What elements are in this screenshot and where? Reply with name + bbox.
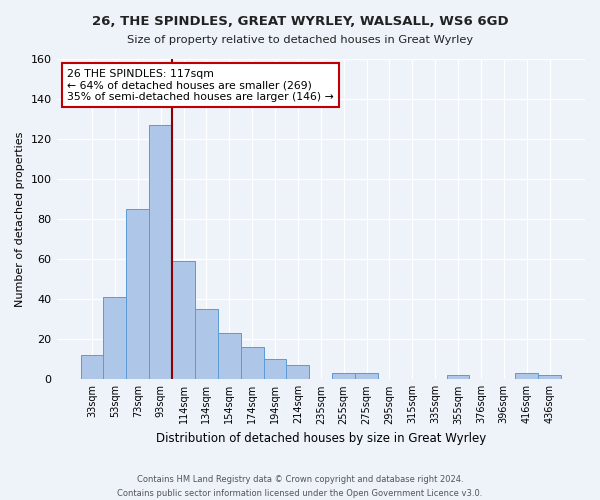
Bar [332, 374, 355, 380]
Bar [538, 376, 561, 380]
Bar [195, 309, 218, 380]
Bar [241, 348, 263, 380]
Text: Contains HM Land Registry data © Crown copyright and database right 2024.
Contai: Contains HM Land Registry data © Crown c… [118, 476, 482, 498]
Bar [263, 360, 286, 380]
Y-axis label: Number of detached properties: Number of detached properties [15, 132, 25, 307]
Bar [103, 297, 127, 380]
Bar [515, 374, 538, 380]
Text: Size of property relative to detached houses in Great Wyrley: Size of property relative to detached ho… [127, 35, 473, 45]
Bar [446, 376, 469, 380]
Bar [149, 125, 172, 380]
Bar [286, 366, 310, 380]
Bar [355, 374, 378, 380]
Text: 26, THE SPINDLES, GREAT WYRLEY, WALSALL, WS6 6GD: 26, THE SPINDLES, GREAT WYRLEY, WALSALL,… [92, 15, 508, 28]
X-axis label: Distribution of detached houses by size in Great Wyrley: Distribution of detached houses by size … [155, 432, 486, 445]
Bar [127, 209, 149, 380]
Bar [218, 334, 241, 380]
Text: 26 THE SPINDLES: 117sqm
← 64% of detached houses are smaller (269)
35% of semi-d: 26 THE SPINDLES: 117sqm ← 64% of detache… [67, 68, 334, 102]
Bar [80, 356, 103, 380]
Bar [172, 261, 195, 380]
